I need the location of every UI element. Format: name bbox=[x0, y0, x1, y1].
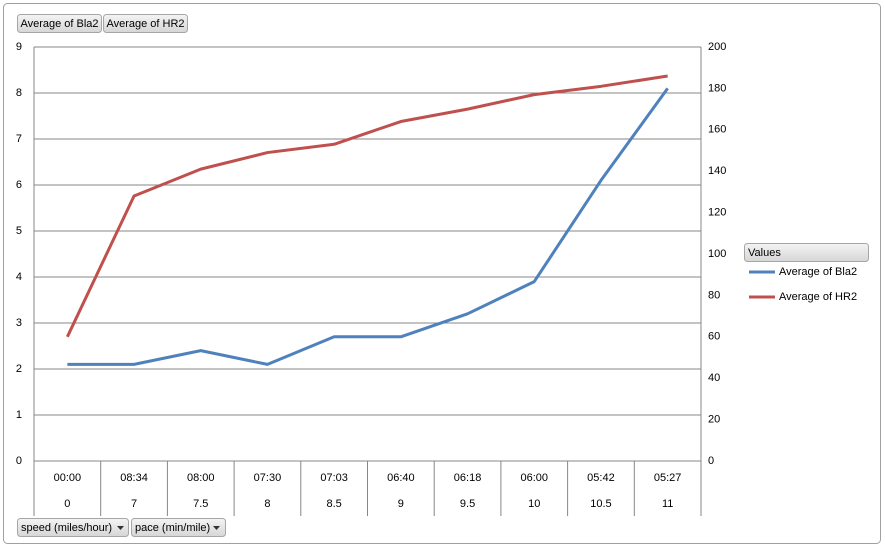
y2-tick-label: 20 bbox=[708, 414, 720, 426]
x-outer-label: 0 bbox=[64, 498, 70, 510]
y-tick-label: 9 bbox=[16, 41, 22, 53]
legend: Values bbox=[744, 243, 869, 262]
button-bg bbox=[17, 14, 102, 33]
dropdown-arrow bbox=[117, 526, 124, 530]
x-outer-label: 8 bbox=[264, 498, 270, 510]
legend-label: Average of HR2 bbox=[779, 291, 857, 303]
y-tick-label: 4 bbox=[16, 271, 22, 283]
x-outer-label: 9 bbox=[398, 498, 404, 510]
y2-tick-label: 40 bbox=[708, 372, 720, 384]
button-bg bbox=[17, 518, 129, 537]
y2-tick-label: 100 bbox=[708, 248, 726, 260]
x-tick-label: 06:40 bbox=[387, 472, 415, 484]
legend-title: Values bbox=[748, 247, 781, 259]
y-tick-label: 2 bbox=[16, 363, 22, 375]
x-tick-label: 05:27 bbox=[654, 472, 682, 484]
legend-label: Average of Bla2 bbox=[779, 266, 857, 278]
y2-tick-label: 0 bbox=[708, 455, 714, 467]
y-tick-label: 8 bbox=[16, 87, 22, 99]
y2-tick-label: 80 bbox=[708, 289, 720, 301]
x-tick-label: 08:34 bbox=[120, 472, 148, 484]
x-outer-label: 11 bbox=[662, 498, 673, 510]
series-line bbox=[67, 87, 669, 366]
button-label: pace (min/mile) bbox=[135, 522, 210, 534]
x-tick-label: 00:00 bbox=[54, 472, 82, 484]
y2-tick-label: 120 bbox=[708, 207, 726, 219]
y-tick-label: 7 bbox=[16, 133, 22, 145]
x-tick-label: 07:30 bbox=[254, 472, 282, 484]
x-outer-label: 8.5 bbox=[327, 498, 342, 510]
series-line bbox=[65, 74, 668, 338]
field-button[interactable]: Average of HR2 bbox=[103, 14, 188, 33]
dropdown-arrow bbox=[213, 526, 220, 530]
chart-border bbox=[3, 3, 881, 544]
button-bg bbox=[103, 14, 188, 33]
button-label: Average of HR2 bbox=[106, 18, 184, 30]
y-tick-label: 0 bbox=[16, 455, 22, 467]
x-outer-label: 7.5 bbox=[193, 498, 208, 510]
y2-tick-label: 200 bbox=[708, 41, 726, 53]
y-tick-label: 3 bbox=[16, 317, 22, 329]
x-tick-label: 06:18 bbox=[454, 472, 482, 484]
y-tick-label: 5 bbox=[16, 225, 22, 237]
x-tick-label: 07:03 bbox=[320, 472, 348, 484]
button-bg bbox=[131, 518, 226, 537]
button-label: Average of Bla2 bbox=[20, 18, 98, 30]
x-outer-label: 7 bbox=[131, 498, 137, 510]
y2-tick-label: 140 bbox=[708, 165, 726, 177]
field-button[interactable]: Average of Bla2 bbox=[17, 14, 102, 33]
x-tick-label: 05:42 bbox=[587, 472, 615, 484]
x-tick-label: 08:00 bbox=[187, 472, 215, 484]
y2-tick-label: 60 bbox=[708, 331, 720, 343]
y2-tick-label: 160 bbox=[708, 124, 726, 136]
y-tick-label: 1 bbox=[16, 409, 22, 421]
legend-title-bg bbox=[744, 243, 869, 262]
field-button[interactable]: speed (miles/hour) bbox=[17, 518, 129, 537]
x-outer-label: 10 bbox=[528, 498, 540, 510]
button-label: speed (miles/hour) bbox=[21, 522, 112, 534]
x-outer-label: 9.5 bbox=[460, 498, 475, 510]
y2-tick-label: 180 bbox=[708, 82, 726, 94]
y-tick-label: 6 bbox=[16, 179, 22, 191]
x-tick-label: 06:00 bbox=[520, 472, 548, 484]
x-outer-label: 10.5 bbox=[590, 498, 611, 510]
field-button[interactable]: pace (min/mile) bbox=[131, 518, 226, 537]
